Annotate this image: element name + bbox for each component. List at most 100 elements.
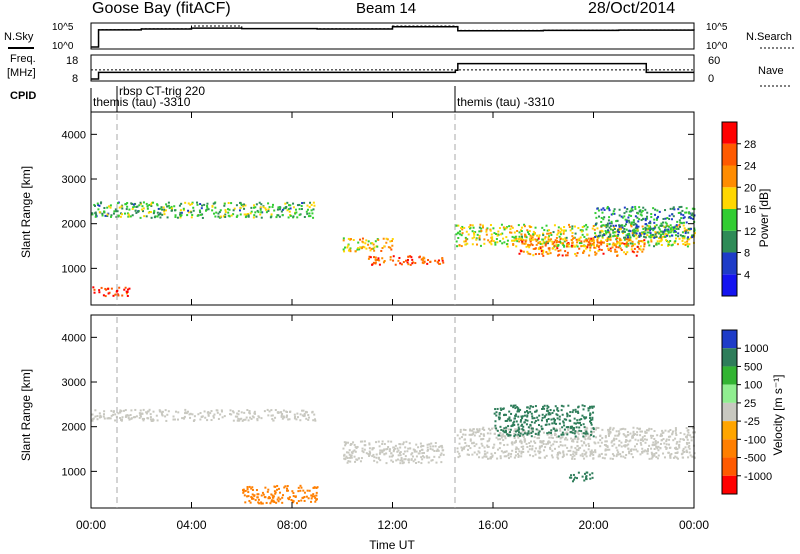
heatmap-cell <box>606 242 609 245</box>
heatmap-cell <box>555 422 558 425</box>
heatmap-cell <box>618 225 621 228</box>
heatmap-cell <box>595 426 598 429</box>
heatmap-cell <box>442 453 445 456</box>
heatmap-cell <box>150 204 153 207</box>
heatmap-cell <box>562 238 565 241</box>
heatmap-cell <box>160 411 163 414</box>
heatmap-cell <box>399 262 402 265</box>
heatmap-cell <box>678 223 681 226</box>
heatmap-cell <box>349 250 352 253</box>
heatmap-cell <box>634 215 637 218</box>
heatmap-cell <box>121 416 124 419</box>
heatmap-cell <box>688 229 691 232</box>
heatmap-cell <box>530 435 533 438</box>
heatmap-cell <box>542 405 545 408</box>
heatmap-cell <box>346 456 349 459</box>
heatmap-cell <box>527 233 530 236</box>
heatmap-cell <box>411 452 414 455</box>
heatmap-cell <box>496 234 499 237</box>
range-tick-label: 4000 <box>62 129 86 141</box>
heatmap-cell <box>94 204 97 207</box>
heatmap-cell <box>570 238 573 241</box>
heatmap-cell <box>613 208 616 211</box>
heatmap-cell <box>513 236 516 239</box>
heatmap-cell <box>526 433 529 436</box>
heatmap-cell <box>310 497 313 500</box>
heatmap-cell <box>625 221 628 224</box>
heatmap-cell <box>644 217 647 220</box>
heatmap-cell <box>360 457 363 460</box>
heatmap-cell <box>177 411 180 414</box>
heatmap-cell <box>458 442 461 445</box>
heatmap-cell <box>166 205 169 208</box>
heatmap-cell <box>642 206 645 209</box>
heatmap-cell <box>248 485 251 488</box>
heatmap-cell <box>543 241 546 244</box>
heatmap-cell <box>572 237 575 240</box>
heatmap-cell <box>206 202 209 205</box>
heatmap-cell <box>677 232 680 235</box>
heatmap-cell <box>525 423 528 426</box>
heatmap-cell <box>291 490 294 493</box>
heatmap-cell <box>637 241 640 244</box>
heatmap-cell <box>550 454 553 457</box>
heatmap-cell <box>672 456 675 459</box>
noise-tick-top: 10^5 <box>52 22 74 33</box>
heatmap-cell <box>552 443 555 446</box>
heatmap-cell <box>410 458 413 461</box>
heatmap-cell <box>581 475 584 478</box>
heatmap-cell <box>126 212 129 215</box>
heatmap-cell <box>491 236 494 239</box>
heatmap-cell <box>644 229 647 232</box>
heatmap-cell <box>562 454 565 457</box>
heatmap-cell <box>576 421 579 424</box>
heatmap-cell <box>643 435 646 438</box>
heatmap-cell <box>528 448 531 451</box>
heatmap-cell <box>248 410 251 413</box>
heatmap-cell <box>230 413 233 416</box>
heatmap-cell <box>365 239 368 242</box>
heatmap-cell <box>240 411 243 414</box>
heatmap-cell <box>228 208 231 211</box>
heatmap-cell <box>669 435 672 438</box>
heatmap-cell <box>391 454 394 457</box>
heatmap-cell <box>476 428 479 431</box>
heatmap-cell <box>500 434 503 437</box>
heatmap-cell <box>227 202 230 205</box>
heatmap-cell <box>138 416 141 419</box>
heatmap-cell <box>214 206 217 209</box>
heatmap-cell <box>285 416 288 419</box>
heatmap-cell <box>121 207 124 210</box>
heatmap-cell <box>581 414 584 417</box>
heatmap-cell <box>495 238 498 241</box>
heatmap-cell <box>125 290 128 293</box>
heatmap-cell <box>491 238 494 241</box>
heatmap-cell <box>437 259 440 262</box>
heatmap-cell <box>574 476 577 479</box>
heatmap-cell <box>184 408 187 411</box>
heatmap-cell <box>471 224 474 227</box>
heatmap-cell <box>686 242 689 245</box>
heatmap-cell <box>219 209 222 212</box>
heatmap-cell <box>307 215 310 218</box>
heatmap-cell <box>589 242 592 245</box>
heatmap-cell <box>623 434 626 437</box>
heatmap-cell <box>532 405 535 408</box>
heatmap-cell <box>213 202 216 205</box>
heatmap-cell <box>188 413 191 416</box>
heatmap-cell <box>97 208 100 211</box>
heatmap-cell <box>659 447 662 450</box>
heatmap-cell <box>254 499 257 502</box>
heatmap-cell <box>421 458 424 461</box>
heatmap-cell <box>564 237 567 240</box>
heatmap-cell <box>272 495 275 498</box>
heatmap-cell <box>640 232 643 235</box>
heatmap-cell <box>682 217 685 220</box>
heatmap-cell <box>661 224 664 227</box>
heatmap-cell <box>657 242 660 245</box>
heatmap-cell <box>565 426 568 429</box>
heatmap-cell <box>592 224 595 227</box>
heatmap-cell <box>140 202 143 205</box>
heatmap-cell <box>587 409 590 412</box>
heatmap-cell <box>159 216 162 219</box>
